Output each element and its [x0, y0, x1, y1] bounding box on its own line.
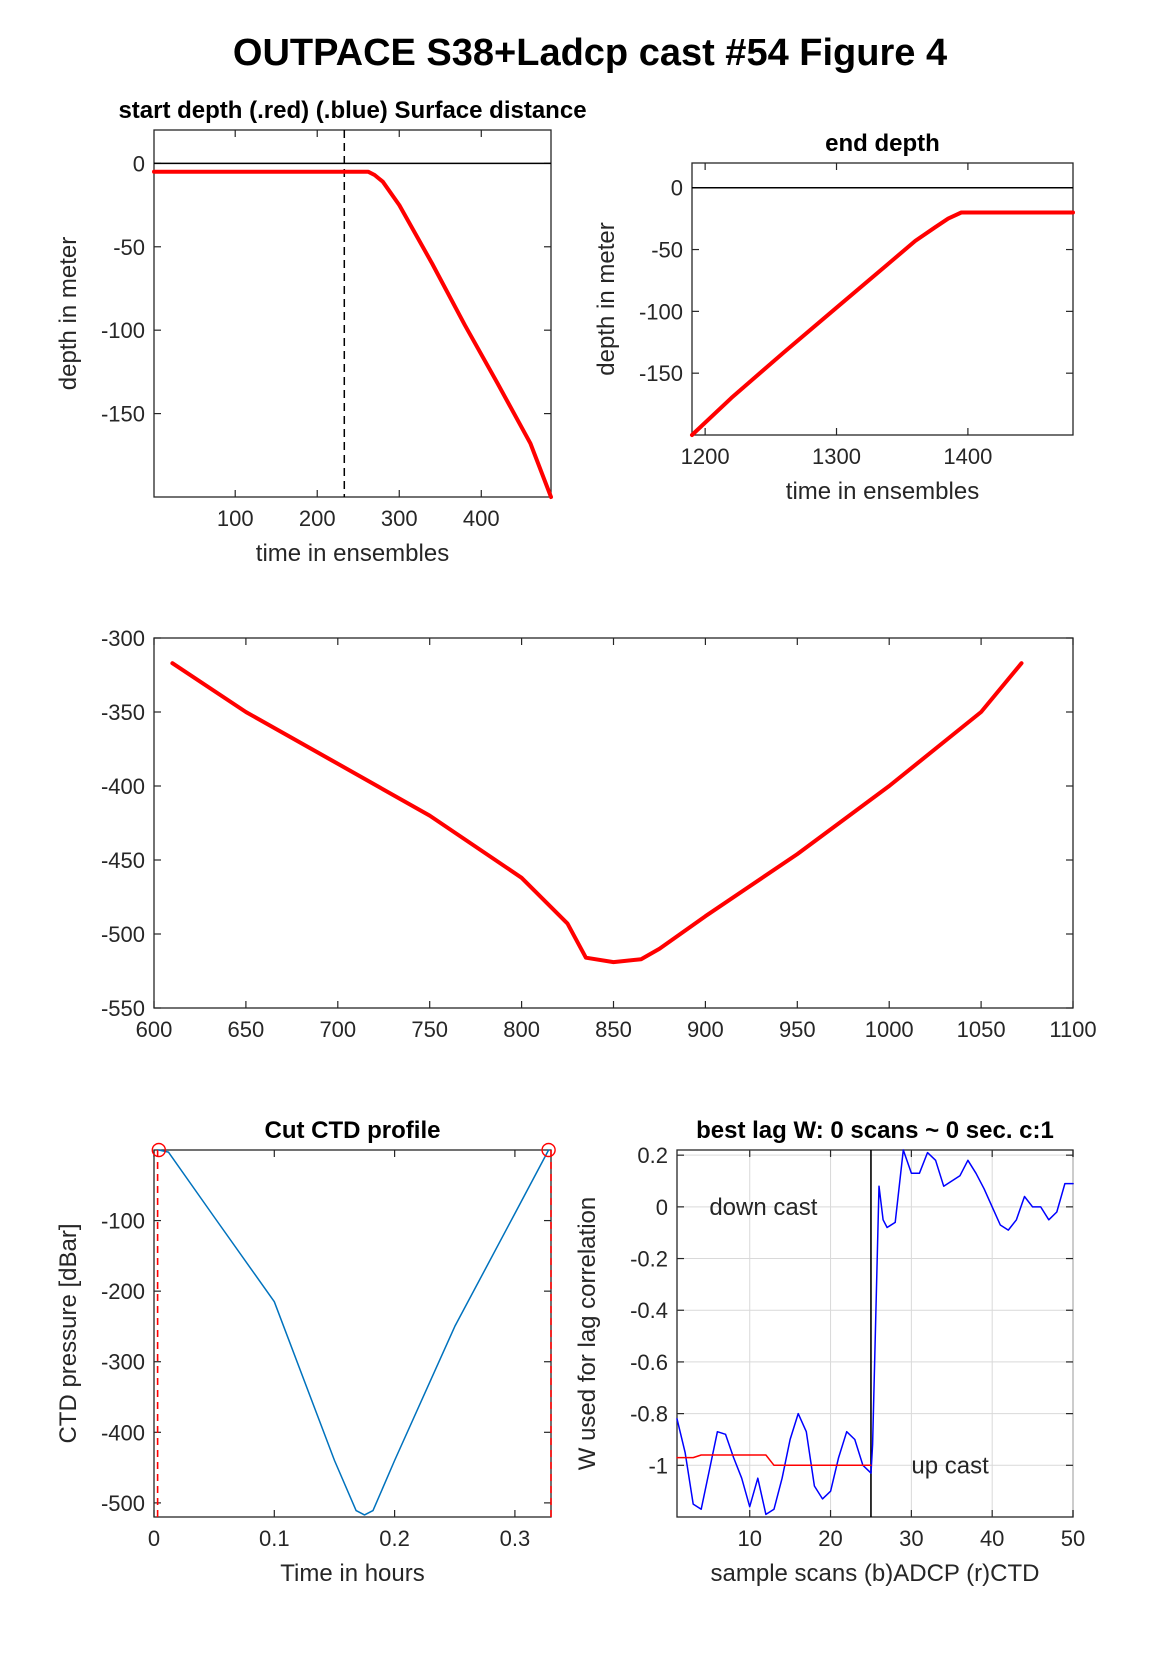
y-tick-label: -500	[101, 1491, 145, 1516]
y-tick-label: -0.2	[630, 1247, 668, 1272]
x-tick-label: 750	[411, 1017, 448, 1042]
x-tick-label: 40	[980, 1526, 1004, 1551]
y-tick-label: -150	[101, 402, 145, 427]
cut-ctd-profile-panel: 0 0.1 0.2 0.3 -100 -200 -300 -400 -500 Cut CTD pr…	[55, 1117, 556, 1587]
y-tick-label: -100	[101, 318, 145, 343]
x-tick-label: 1100	[1049, 1017, 1096, 1042]
y-tick-label: 0	[656, 1195, 668, 1220]
panel-title: Cut CTD profile	[265, 1117, 441, 1144]
x-tick-label: 200	[299, 506, 336, 531]
x-tick-label: 1400	[943, 444, 992, 469]
y-tick-label: -450	[101, 848, 145, 873]
figure-title: OUTPACE S38+Ladcp cast #54 Figure 4	[233, 32, 947, 74]
panel-title: start depth (.red) (.blue) Surface dista…	[118, 97, 586, 124]
x-tick-label: 0.1	[259, 1526, 290, 1551]
series-line-0	[158, 1149, 550, 1516]
x-tick-label: 950	[779, 1017, 816, 1042]
best-lag-panel: 10 20 30 40 50 0.2 0 -0.2 -0.4 -0.6 -0.8 -1 down cas…	[574, 1117, 1085, 1587]
x-axis-label: time in ensembles	[256, 540, 449, 567]
y-tick-label: -0.8	[630, 1402, 668, 1427]
x-tick-label: 300	[381, 506, 418, 531]
start-depth-panel: 100 200 300 400 0 -50 -100 -150 start depth (.re…	[55, 97, 587, 567]
depth-overview-panel: 600 650 700 750 800 850 900 950 1000 1050 1100 -300…	[101, 626, 1097, 1042]
y-tick-label: -300	[101, 626, 145, 651]
y-tick-label: -100	[639, 299, 683, 324]
y-tick-label: -500	[101, 922, 145, 947]
plot-frame	[153, 129, 552, 498]
x-tick-label: 1050	[957, 1017, 1006, 1042]
x-tick-label: 1000	[865, 1017, 914, 1042]
x-tick-label: 700	[319, 1017, 356, 1042]
x-tick-label: 0.3	[500, 1526, 531, 1551]
annotation-label: down cast	[709, 1194, 817, 1221]
y-tick-label: -0.6	[630, 1350, 668, 1375]
y-axis-label: CTD pressure [dBar]	[55, 1223, 82, 1443]
y-tick-label: -150	[639, 361, 683, 386]
x-tick-label: 0	[148, 1526, 160, 1551]
y-tick-label: -300	[101, 1350, 145, 1375]
x-tick-label: 650	[228, 1017, 265, 1042]
y-tick-label: -0.4	[630, 1298, 668, 1323]
y-tick-label: -50	[651, 238, 683, 263]
series-line-0	[152, 169, 553, 499]
cut-point-marker	[151, 1142, 167, 1158]
series-line-1	[676, 1454, 872, 1467]
series-line-0	[676, 1149, 1074, 1516]
x-tick-label: 20	[818, 1526, 842, 1551]
panel-title: best lag W: 0 scans ~ 0 sec. c:1	[696, 1117, 1054, 1144]
x-tick-label: 900	[687, 1017, 724, 1042]
y-tick-label: 0	[133, 151, 145, 176]
y-tick-label: -200	[101, 1279, 145, 1304]
series-line-0	[170, 661, 1024, 965]
x-tick-label: 1200	[681, 444, 730, 469]
plot-frame	[691, 162, 1074, 436]
y-axis-label: depth in meter	[593, 222, 620, 375]
x-axis-label: sample scans (b)ADCP (r)CTD	[711, 1560, 1040, 1587]
x-tick-label: 10	[737, 1526, 761, 1551]
y-tick-label: -400	[101, 774, 145, 799]
plot-frame	[153, 637, 1074, 1009]
y-tick-label: -550	[101, 996, 145, 1021]
cut-point-marker	[541, 1142, 556, 1158]
y-tick-label: -100	[101, 1209, 145, 1234]
annotation-label: up cast	[911, 1452, 989, 1479]
y-axis-label: depth in meter	[55, 237, 82, 390]
x-axis-label: Time in hours	[280, 1560, 425, 1587]
x-tick-label: 100	[217, 506, 254, 531]
x-tick-label: 800	[503, 1017, 540, 1042]
plot-frame	[153, 1149, 552, 1518]
x-tick-label: 50	[1061, 1526, 1085, 1551]
x-tick-label: 0.2	[379, 1526, 410, 1551]
x-axis-label: time in ensembles	[786, 478, 979, 505]
x-tick-label: 600	[136, 1017, 173, 1042]
x-tick-label: 850	[595, 1017, 632, 1042]
y-tick-label: 0	[671, 176, 683, 201]
panel-title: end depth	[825, 130, 940, 157]
y-tick-label: -350	[101, 700, 145, 725]
x-tick-label: 1300	[812, 444, 861, 469]
end-depth-panel: 1200 1300 1400 0 -50 -100 -150 end depth time in…	[593, 130, 1075, 505]
x-tick-label: 400	[463, 506, 500, 531]
series-line-0	[690, 210, 1075, 437]
y-tick-label: -50	[113, 235, 145, 260]
y-axis-label: W used for lag correlation	[574, 1197, 601, 1470]
x-tick-label: 30	[899, 1526, 923, 1551]
y-tick-label: -400	[101, 1420, 145, 1445]
y-tick-label: -1	[648, 1453, 668, 1478]
y-tick-label: 0.2	[637, 1143, 668, 1168]
